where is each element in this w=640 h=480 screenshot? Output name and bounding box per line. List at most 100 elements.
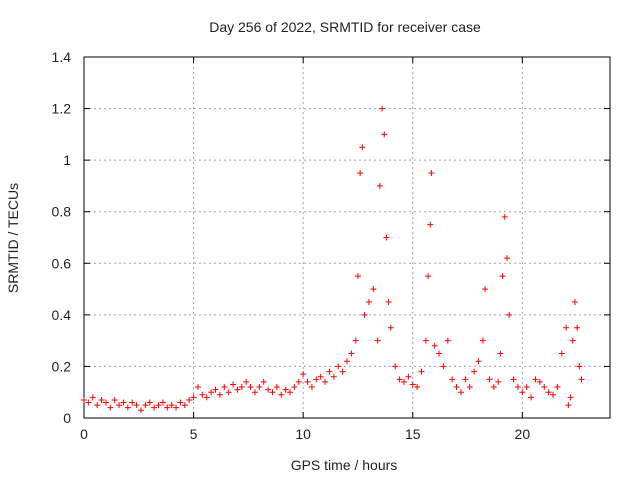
data-point bbox=[216, 391, 223, 398]
data-point bbox=[81, 396, 87, 403]
data-point bbox=[265, 386, 272, 393]
data-point bbox=[173, 404, 180, 411]
axis-ticks: 0 5 10 15 20 0 0.2 0.4 0.6 0.8 1 1.2 1.4 bbox=[52, 49, 610, 442]
data-point bbox=[247, 384, 254, 391]
data-point bbox=[251, 389, 258, 396]
data-point bbox=[444, 337, 451, 344]
data-point bbox=[278, 391, 285, 398]
data-point bbox=[405, 373, 412, 380]
data-point bbox=[85, 399, 92, 406]
y-tick-label: 0.6 bbox=[52, 255, 72, 271]
data-point bbox=[164, 404, 171, 411]
data-point bbox=[256, 384, 263, 391]
data-point bbox=[282, 386, 289, 393]
data-point bbox=[554, 384, 561, 391]
data-point bbox=[199, 391, 206, 398]
data-point bbox=[422, 337, 429, 344]
grid bbox=[84, 57, 610, 418]
data-point bbox=[409, 381, 416, 388]
plot-frame bbox=[83, 56, 611, 419]
data-point bbox=[431, 342, 438, 349]
data-point bbox=[295, 378, 302, 385]
data-point bbox=[578, 376, 585, 383]
data-point bbox=[304, 378, 311, 385]
data-point bbox=[129, 399, 136, 406]
data-point bbox=[190, 394, 197, 401]
data-point bbox=[120, 399, 127, 406]
data-point bbox=[116, 402, 123, 409]
data-point bbox=[449, 376, 456, 383]
data-point bbox=[528, 394, 535, 401]
data-point bbox=[124, 404, 131, 411]
data-point bbox=[387, 324, 394, 331]
data-point bbox=[503, 255, 510, 262]
data-point bbox=[98, 396, 105, 403]
data-point bbox=[574, 324, 581, 331]
data-point bbox=[142, 402, 149, 409]
data-point bbox=[370, 286, 377, 293]
data-point bbox=[457, 389, 464, 396]
data-point bbox=[359, 144, 366, 151]
data-point bbox=[317, 373, 324, 380]
y-tick-label: 0.2 bbox=[52, 358, 72, 374]
data-point bbox=[354, 273, 361, 280]
data-point bbox=[313, 376, 320, 383]
data-point bbox=[385, 298, 392, 305]
data-point bbox=[396, 376, 403, 383]
data-point bbox=[501, 213, 508, 220]
data-point bbox=[536, 378, 543, 385]
data-point bbox=[260, 378, 267, 385]
data-point bbox=[137, 407, 144, 414]
data-point bbox=[269, 389, 276, 396]
data-point bbox=[532, 376, 539, 383]
data-point bbox=[300, 371, 307, 378]
data-point bbox=[291, 384, 298, 391]
data-point bbox=[326, 368, 333, 375]
data-point bbox=[339, 368, 346, 375]
y-tick-label: 0 bbox=[63, 410, 71, 426]
data-point bbox=[361, 311, 368, 318]
data-point bbox=[194, 384, 201, 391]
data-point bbox=[569, 337, 576, 344]
data-point bbox=[221, 384, 228, 391]
data-point bbox=[563, 324, 570, 331]
data-point bbox=[287, 389, 294, 396]
data-point bbox=[181, 402, 188, 409]
data-point bbox=[225, 389, 232, 396]
data-point bbox=[510, 376, 517, 383]
data-point bbox=[471, 368, 478, 375]
data-point bbox=[425, 273, 432, 280]
data-point bbox=[146, 399, 153, 406]
data-point bbox=[558, 350, 565, 357]
data-point bbox=[550, 391, 557, 398]
data-point bbox=[571, 298, 578, 305]
x-tick-label: 5 bbox=[190, 426, 198, 442]
x-axis-label: GPS time / hours bbox=[291, 457, 398, 473]
x-tick-label: 15 bbox=[405, 426, 421, 442]
data-point bbox=[374, 337, 381, 344]
chart-title: Day 256 of 2022, SRMTID for receiver cas… bbox=[209, 19, 481, 35]
y-tick-label: 0.4 bbox=[52, 307, 72, 323]
x-tick-label: 0 bbox=[80, 426, 88, 442]
y-axis-label: SRMTID / TECUs bbox=[5, 183, 21, 293]
data-point bbox=[479, 337, 486, 344]
data-point bbox=[383, 234, 390, 241]
data-point bbox=[497, 350, 504, 357]
data-point bbox=[107, 404, 114, 411]
y-tick-label: 1.4 bbox=[52, 49, 72, 65]
data-point bbox=[427, 221, 434, 228]
data-point bbox=[335, 363, 342, 370]
data-point bbox=[348, 350, 355, 357]
data-point bbox=[462, 376, 469, 383]
data-point bbox=[308, 384, 315, 391]
data-point bbox=[155, 402, 162, 409]
data-point bbox=[330, 373, 337, 380]
data-point bbox=[243, 378, 250, 385]
data-point bbox=[545, 389, 552, 396]
data-point bbox=[357, 170, 364, 177]
data-point bbox=[344, 358, 350, 365]
data-point bbox=[499, 273, 506, 280]
data-point bbox=[212, 386, 219, 393]
data-point bbox=[414, 384, 421, 391]
data-point bbox=[418, 368, 425, 375]
